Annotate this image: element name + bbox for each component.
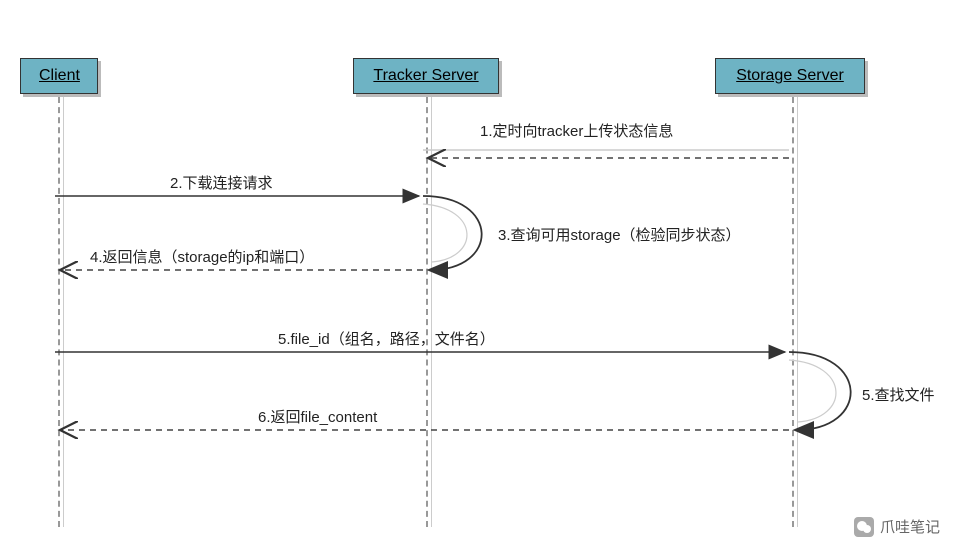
lifeline-tracker (426, 97, 428, 527)
participant-storage-label: Storage Server (736, 67, 844, 84)
participant-tracker: Tracker Server (353, 58, 499, 94)
participant-storage: Storage Server (715, 58, 865, 94)
msg-5-label: 5.file_id（组名，路径，文件名） (278, 328, 495, 349)
participant-client: Client (20, 58, 98, 94)
lifeline-client-ghost (63, 97, 64, 527)
msg-2-label: 2.下载连接请求 (170, 172, 273, 193)
lifeline-client (58, 97, 60, 527)
participant-tracker-label: Tracker Server (373, 67, 478, 84)
msg-3-label: 3.查询可用storage（检验同步状态） (498, 224, 741, 245)
msg-1-label: 1.定时向tracker上传状态信息 (480, 120, 673, 141)
watermark-text: 爪哇笔记 (880, 516, 940, 537)
wechat-icon (854, 517, 874, 537)
msg-5b-label: 5.查找文件 (862, 384, 935, 405)
lifeline-tracker-ghost (431, 97, 432, 527)
participant-client-label: Client (39, 67, 80, 84)
msg-4-label: 4.返回信息（storage的ip和端口） (90, 246, 314, 267)
watermark: 爪哇笔记 (854, 516, 940, 537)
lifeline-storage (792, 97, 794, 527)
msg-6-label: 6.返回file_content (258, 406, 377, 427)
lifeline-storage-ghost (797, 97, 798, 527)
